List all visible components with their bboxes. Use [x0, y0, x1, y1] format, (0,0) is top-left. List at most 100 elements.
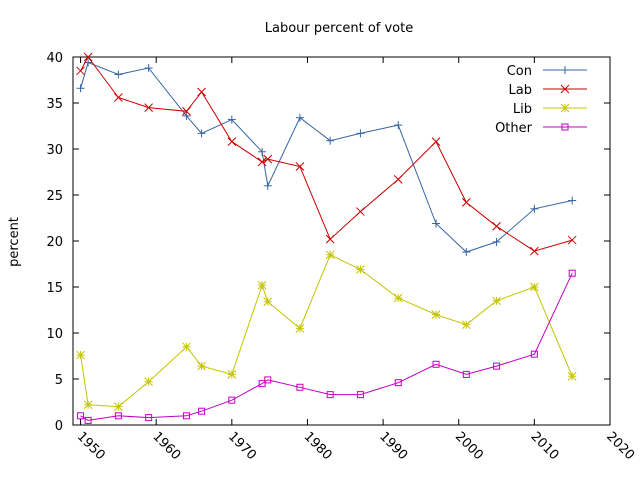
data-point	[197, 129, 206, 138]
data-point	[227, 370, 237, 379]
data-point	[145, 414, 153, 422]
legend-item: Other	[495, 121, 587, 136]
data-point	[560, 84, 570, 94]
x-tick-label: 2020	[603, 429, 637, 463]
y-tick-label: 20	[46, 235, 63, 250]
data-point	[227, 115, 236, 124]
series-group	[76, 52, 577, 424]
data-point	[295, 324, 305, 333]
data-point	[114, 93, 123, 102]
data-point	[84, 416, 92, 424]
data-point	[295, 113, 304, 122]
data-point	[492, 296, 501, 306]
data-point	[263, 297, 273, 307]
legend-item: Con	[507, 64, 587, 79]
data-point	[325, 250, 335, 260]
data-point	[197, 87, 206, 97]
data-point	[182, 111, 191, 120]
x-tick-label: 1970	[225, 429, 259, 463]
data-point	[394, 121, 403, 130]
data-point	[393, 175, 403, 184]
y-tick-label: 35	[46, 97, 63, 112]
data-point	[561, 123, 569, 131]
data-point	[257, 280, 267, 290]
data-point	[227, 137, 237, 146]
data-point	[197, 361, 206, 371]
series-line	[80, 272, 573, 421]
data-point	[568, 196, 577, 205]
data-point	[76, 66, 85, 76]
chart-title: Labour percent of vote	[265, 21, 413, 36]
legend: Con Lab Lib Other	[495, 64, 587, 136]
data-point	[76, 350, 85, 360]
data-point	[182, 342, 191, 352]
data-point	[568, 269, 576, 277]
data-point	[461, 320, 471, 330]
data-point	[258, 380, 266, 388]
data-point	[83, 52, 93, 62]
data-point	[326, 391, 334, 399]
data-point	[198, 407, 206, 415]
data-point	[493, 362, 501, 370]
y-tick-label: 5	[55, 373, 63, 388]
series-lib	[76, 250, 577, 411]
x-tick-label: 1950	[74, 429, 108, 463]
data-point	[296, 383, 304, 391]
legend-label: Con	[507, 64, 532, 79]
x-tick-label: 2010	[528, 429, 562, 463]
x-tick-label: 1980	[301, 429, 335, 463]
y-axis-label: percent	[7, 217, 22, 267]
x-tick-label: 2000	[452, 429, 486, 463]
data-point	[567, 371, 577, 381]
data-point	[77, 412, 85, 420]
data-point	[560, 103, 570, 113]
data-point	[530, 246, 539, 256]
legend-item: Lab	[509, 83, 587, 98]
data-point	[114, 402, 123, 411]
data-point	[356, 207, 365, 216]
data-point	[326, 136, 335, 145]
data-point	[182, 106, 191, 116]
y-tick-label: 30	[46, 143, 63, 158]
data-point	[144, 103, 153, 112]
x-tick-label: 1990	[376, 429, 410, 463]
y-tick-label: 15	[46, 281, 63, 296]
data-point	[492, 221, 501, 231]
series-line	[80, 56, 573, 252]
data-point	[431, 310, 441, 319]
legend-label: Lib	[513, 102, 532, 117]
series-line	[80, 61, 573, 253]
data-point	[228, 396, 236, 404]
data-point	[263, 181, 272, 190]
data-point	[431, 137, 441, 146]
data-point	[462, 370, 470, 378]
y-tick-label: 40	[46, 51, 63, 66]
data-point	[462, 248, 471, 257]
data-point	[257, 157, 267, 167]
data-point	[492, 237, 501, 246]
data-point	[356, 391, 364, 399]
series-line	[80, 254, 573, 408]
data-point	[461, 198, 471, 207]
data-point	[114, 412, 122, 420]
legend-item: Lib	[513, 102, 587, 117]
data-point	[394, 379, 402, 387]
series-lab	[76, 52, 577, 256]
series-con	[76, 58, 577, 257]
axes: 0 5 10 15 20 25 30 35 40 1950 1960 1970 1980 1990 2000…	[46, 51, 637, 463]
data-point	[356, 265, 365, 274]
legend-label: Lab	[509, 83, 532, 98]
data-point	[530, 204, 539, 213]
series-other	[77, 269, 576, 424]
data-point	[76, 84, 85, 93]
data-point	[263, 154, 273, 164]
data-point	[83, 400, 93, 410]
data-point	[295, 162, 305, 171]
data-point	[432, 360, 440, 368]
data-point	[567, 235, 577, 245]
data-point	[182, 412, 190, 420]
y-tick-label: 10	[46, 327, 63, 342]
data-point	[393, 293, 403, 303]
x-tick-label: 1960	[149, 429, 183, 463]
